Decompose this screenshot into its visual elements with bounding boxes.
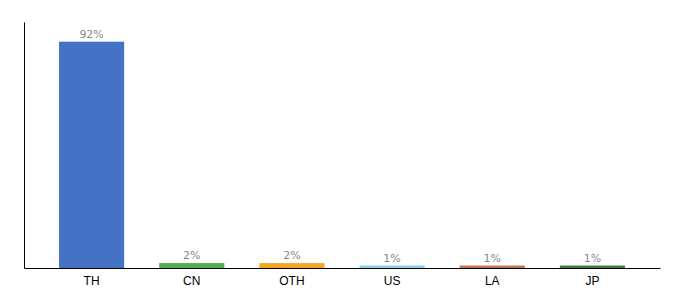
x-tick: LA — [485, 274, 500, 288]
y-axis-line — [24, 23, 25, 269]
bar — [59, 42, 124, 268]
data-label: 2% — [283, 249, 300, 262]
bar — [460, 266, 525, 268]
bars — [59, 42, 625, 268]
data-label: 1% — [584, 252, 601, 265]
x-tick: US — [384, 274, 401, 288]
x-tick-label: TH — [84, 274, 100, 288]
data-label: 1% — [383, 252, 400, 265]
data-label: 92% — [79, 28, 103, 41]
data-label: 2% — [183, 249, 200, 262]
x-axis-line — [25, 268, 661, 269]
bar — [560, 266, 625, 268]
x-tick: OTH — [279, 274, 304, 288]
x-tick-label: US — [384, 274, 401, 288]
x-tick-label: JP — [585, 274, 599, 288]
x-tick: TH — [84, 274, 100, 288]
bar — [259, 263, 324, 268]
x-axis: TH CN OTH US LA JP — [25, 269, 661, 288]
x-tick-label: CN — [183, 274, 200, 288]
x-tick: JP — [585, 274, 599, 288]
plot: TH CN OTH US LA JP 92% 2% 2% 1% 1% 1% — [25, 23, 661, 288]
x-tick-label: LA — [485, 274, 500, 288]
bar — [360, 266, 425, 268]
data-labels: 92% 2% 2% 1% 1% 1% — [79, 28, 601, 265]
bar — [159, 263, 224, 268]
chart: TH CN OTH US LA JP 92% 2% 2% 1% 1% 1% — [0, 0, 680, 300]
y-axis — [24, 23, 25, 269]
x-tick: CN — [183, 274, 200, 288]
data-label: 1% — [484, 252, 501, 265]
x-tick-label: OTH — [279, 274, 304, 288]
